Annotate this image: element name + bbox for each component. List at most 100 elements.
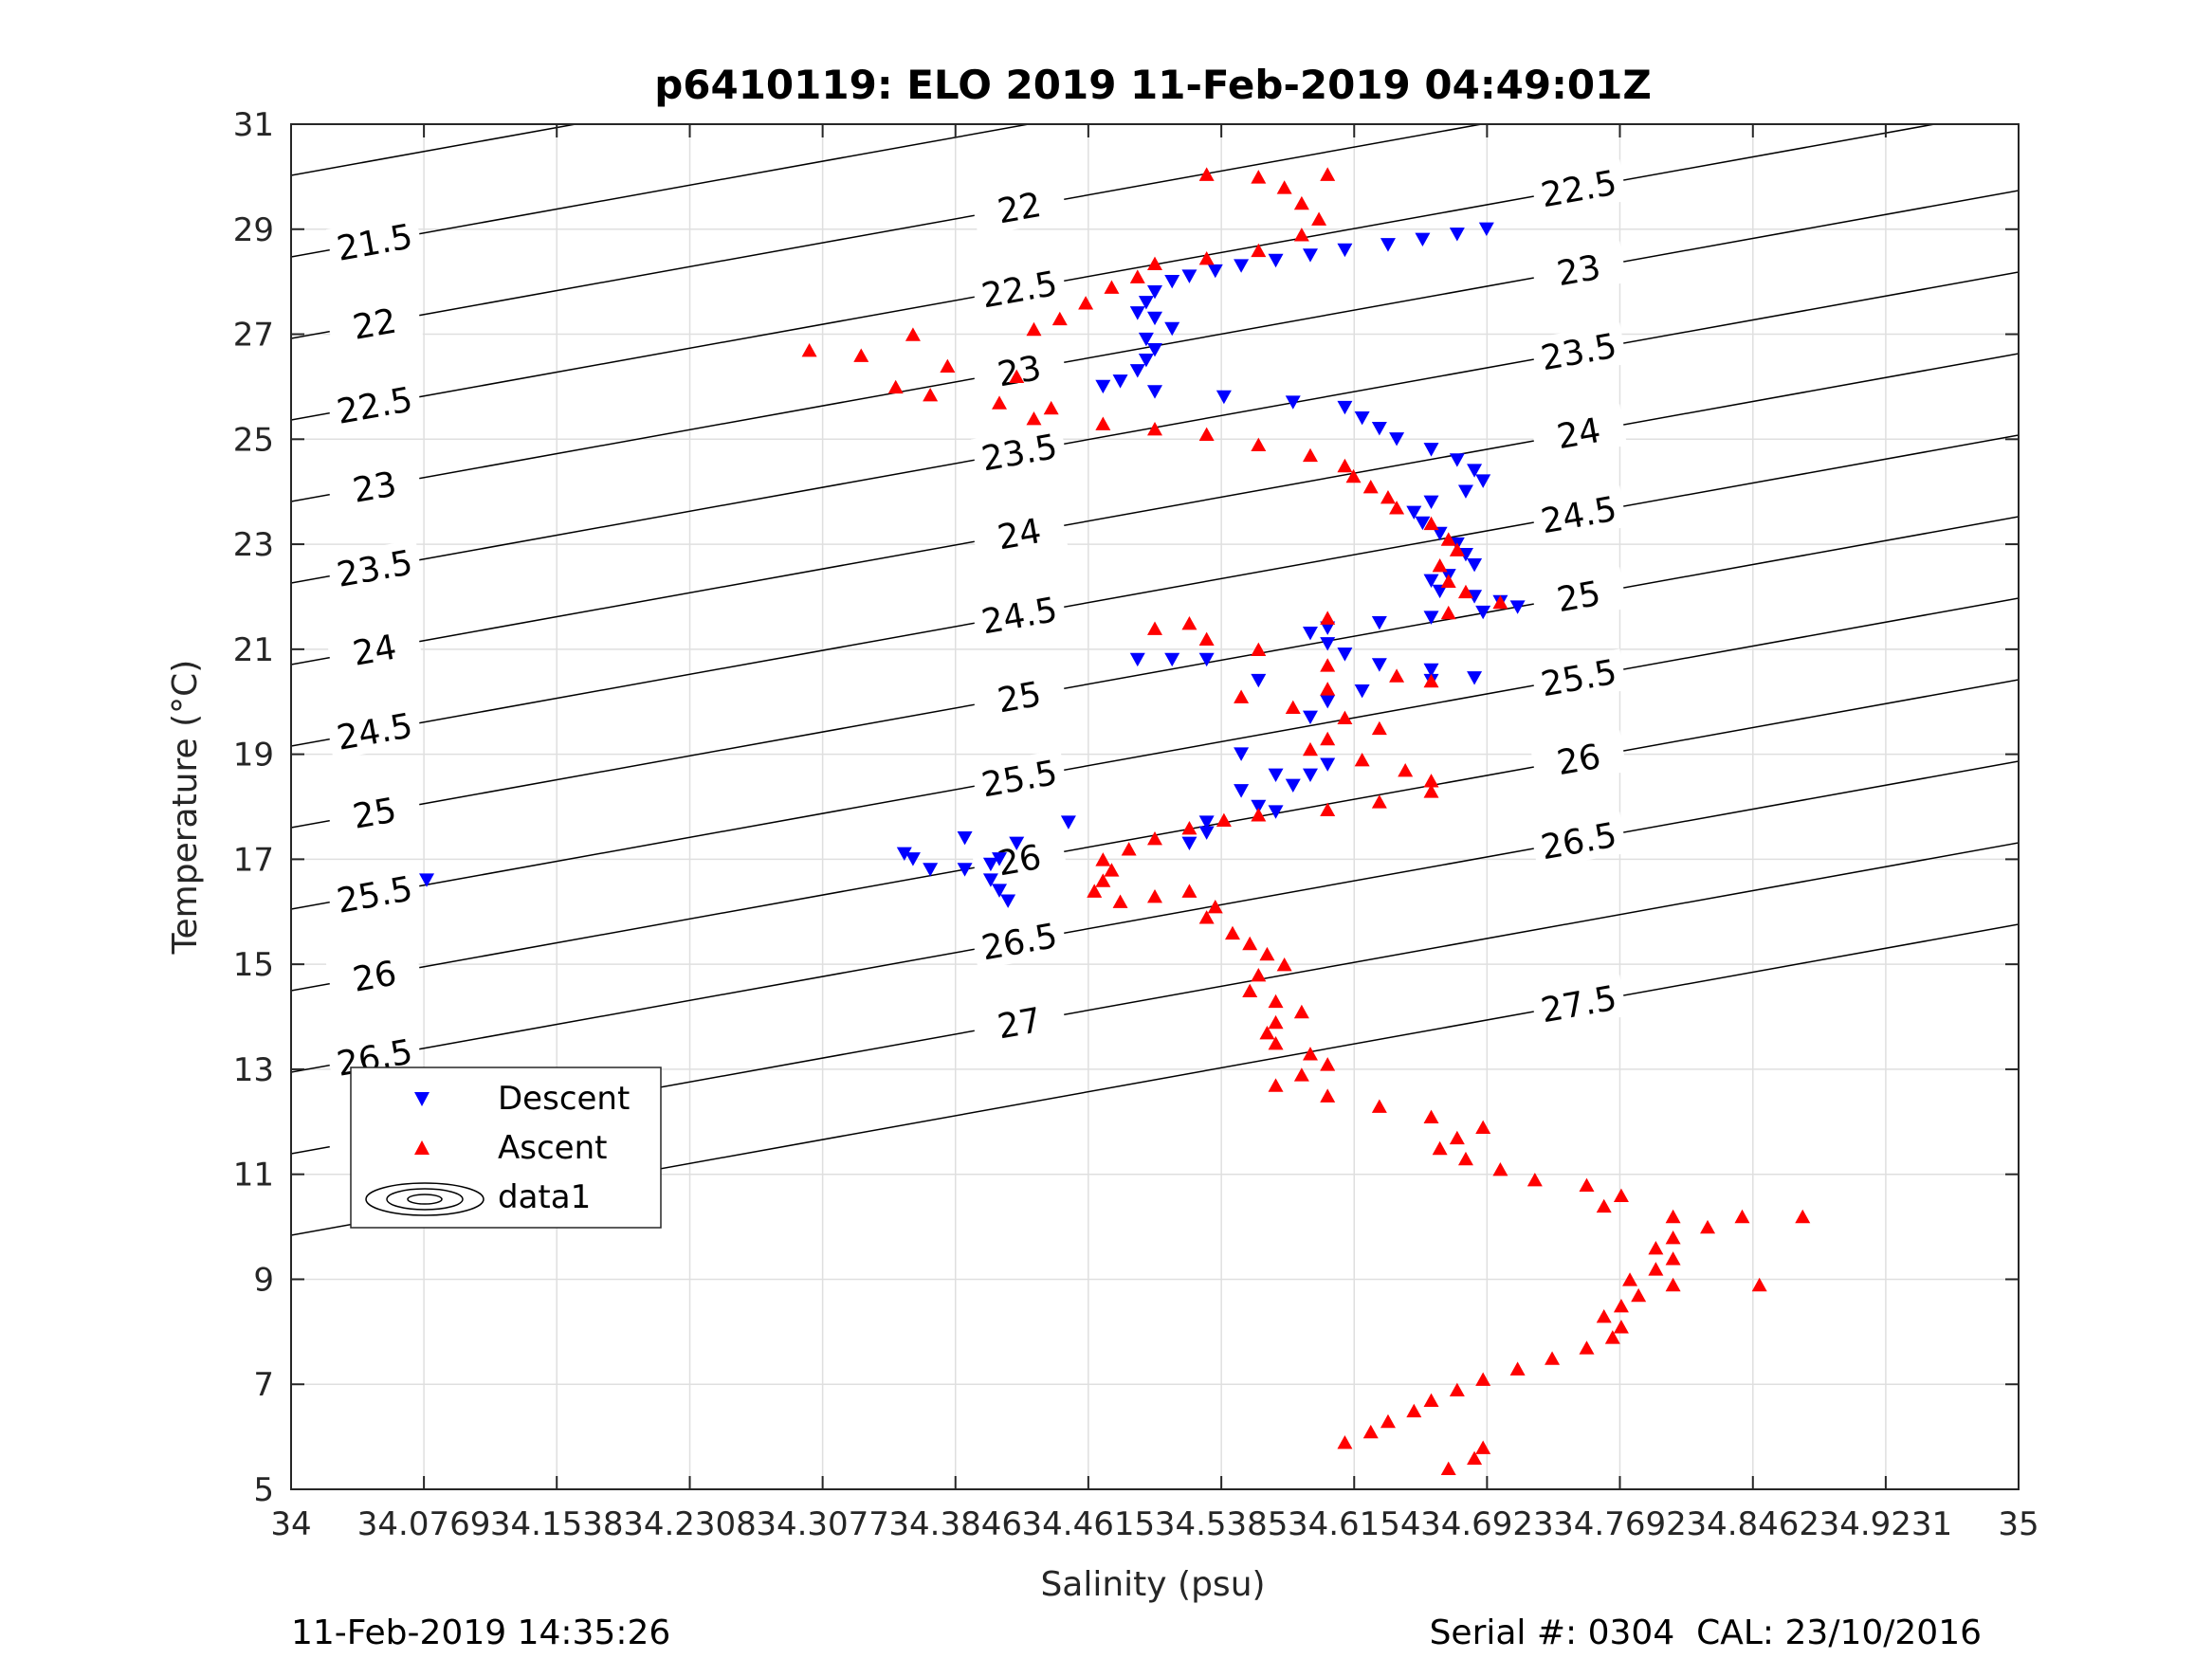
- ascent-point: [1475, 1440, 1491, 1454]
- y-tick-label: 31: [233, 106, 274, 144]
- ascent-point: [1251, 808, 1267, 822]
- contour-label: 24.5: [978, 591, 1060, 643]
- contour-label-bg: [325, 295, 424, 353]
- contour-label: 23: [1554, 248, 1603, 294]
- descent-point: [1147, 285, 1162, 300]
- ascent-point: [853, 348, 869, 362]
- legend-contour-icon: [365, 1182, 484, 1216]
- contour-label: 25.5: [334, 869, 415, 921]
- y-tick-label: 21: [233, 631, 274, 669]
- descent-point: [1380, 238, 1396, 252]
- contour-label-bg: [325, 702, 424, 760]
- ascent-point: [1181, 884, 1197, 898]
- descent-point: [1371, 615, 1387, 630]
- contour-label: 26: [1554, 738, 1603, 783]
- descent-point: [923, 863, 939, 877]
- descent-point: [1432, 526, 1448, 541]
- ascent-point: [1302, 1047, 1318, 1061]
- ascent-point: [1354, 752, 1370, 767]
- descent-point: [896, 847, 912, 862]
- descent-point: [1000, 894, 1016, 908]
- descent-point: [1371, 422, 1387, 436]
- contour-label-bg: [970, 994, 1069, 1051]
- contour-label-bg: [1529, 159, 1628, 217]
- y-axis-ticks: 5 7 9 11 13 15 17 19 21 23 25 27 29 31: [233, 106, 2019, 1509]
- ascent-point: [1380, 1413, 1396, 1429]
- contour-label-bg: [970, 667, 1069, 725]
- ascent-point: [1224, 925, 1240, 940]
- y-axis-label: Temperature (°C): [166, 660, 205, 956]
- descent-point: [1423, 495, 1439, 509]
- ascent-point: [1198, 251, 1215, 265]
- ascent-point: [1285, 700, 1301, 714]
- ascent-point: [1320, 658, 1336, 672]
- contour-label-bg: [970, 586, 1069, 644]
- ascent-point: [1423, 1109, 1439, 1123]
- contour-label: 23.5: [334, 543, 415, 595]
- ascent-point: [1475, 1372, 1491, 1386]
- ascent-point: [1293, 1067, 1309, 1082]
- descent-point: [1138, 332, 1154, 347]
- plot-frame: [290, 123, 2020, 1490]
- contour-label: 24: [995, 512, 1044, 557]
- contour-label-bg: [970, 178, 1069, 236]
- contour-label: 22.5: [978, 264, 1060, 317]
- ascent-point: [1251, 170, 1267, 184]
- ascent-point: [1095, 873, 1111, 887]
- descent-point: [1095, 379, 1111, 394]
- contour-label-bg: [970, 341, 1069, 399]
- ascent-point: [1457, 1151, 1473, 1166]
- ascent-point: [1700, 1219, 1716, 1234]
- ascent-point: [1795, 1209, 1811, 1224]
- descent-point: [992, 884, 1008, 898]
- descent-point: [982, 857, 998, 872]
- contour-label-bg: [1529, 730, 1628, 788]
- descent-point: [1457, 484, 1473, 499]
- ascent-point: [1121, 842, 1137, 856]
- ascent-point: [1337, 458, 1353, 473]
- contour-label: 22: [995, 186, 1044, 231]
- y-tick-label: 15: [233, 946, 274, 984]
- x-tick-label: 34.0769: [357, 1505, 491, 1543]
- ascent-point: [1665, 1209, 1681, 1224]
- contour-label-bg: [325, 376, 424, 434]
- ascent-point: [1398, 763, 1414, 777]
- descent-point: [1251, 799, 1267, 814]
- ascent-point: [1009, 369, 1025, 384]
- contour-label: 26: [350, 954, 399, 999]
- ascent-point: [1293, 1004, 1309, 1019]
- x-tick-label: 34.6923: [1420, 1505, 1554, 1543]
- ascent-point: [1268, 994, 1284, 1009]
- descent-point: [1129, 364, 1145, 378]
- descent-point: [1268, 768, 1284, 782]
- ascent-point: [1216, 812, 1232, 828]
- ascent-point: [1268, 1078, 1284, 1092]
- ascent-point: [1181, 615, 1197, 630]
- descent-point: [1509, 600, 1526, 614]
- ascent-point: [1371, 794, 1387, 809]
- descent-point: [1467, 671, 1483, 685]
- ascent-point: [1104, 863, 1120, 877]
- descent-point: [1009, 836, 1025, 850]
- ascent-point: [1596, 1309, 1612, 1323]
- descent-point: [1112, 374, 1128, 389]
- contour-label: 23: [350, 465, 399, 510]
- descent-point: [1389, 432, 1405, 447]
- descent-point: [1234, 747, 1250, 761]
- ascent-point: [1293, 228, 1309, 242]
- density-isoline: [291, 516, 2019, 829]
- descent-point: [1060, 815, 1076, 830]
- density-contour-labels: 21.5222222.522.52322.52323.52323.52423.5…: [325, 159, 1628, 1168]
- descent-point: [1216, 390, 1232, 405]
- descent-point: [1268, 805, 1284, 819]
- ascent-point: [1362, 479, 1379, 494]
- contour-label-bg: [325, 213, 424, 271]
- contour-label-bg: [1529, 322, 1628, 380]
- x-tick-label: 34.1538: [490, 1505, 624, 1543]
- ascent-point: [1302, 741, 1318, 757]
- contour-label-bg: [325, 621, 424, 679]
- descent-point: [1457, 547, 1473, 562]
- chart-title: p6410119: ELO 2019 11-Feb-2019 04:49:01Z: [654, 62, 1652, 108]
- descent-point: [1354, 684, 1370, 699]
- descent-point: [1147, 385, 1162, 399]
